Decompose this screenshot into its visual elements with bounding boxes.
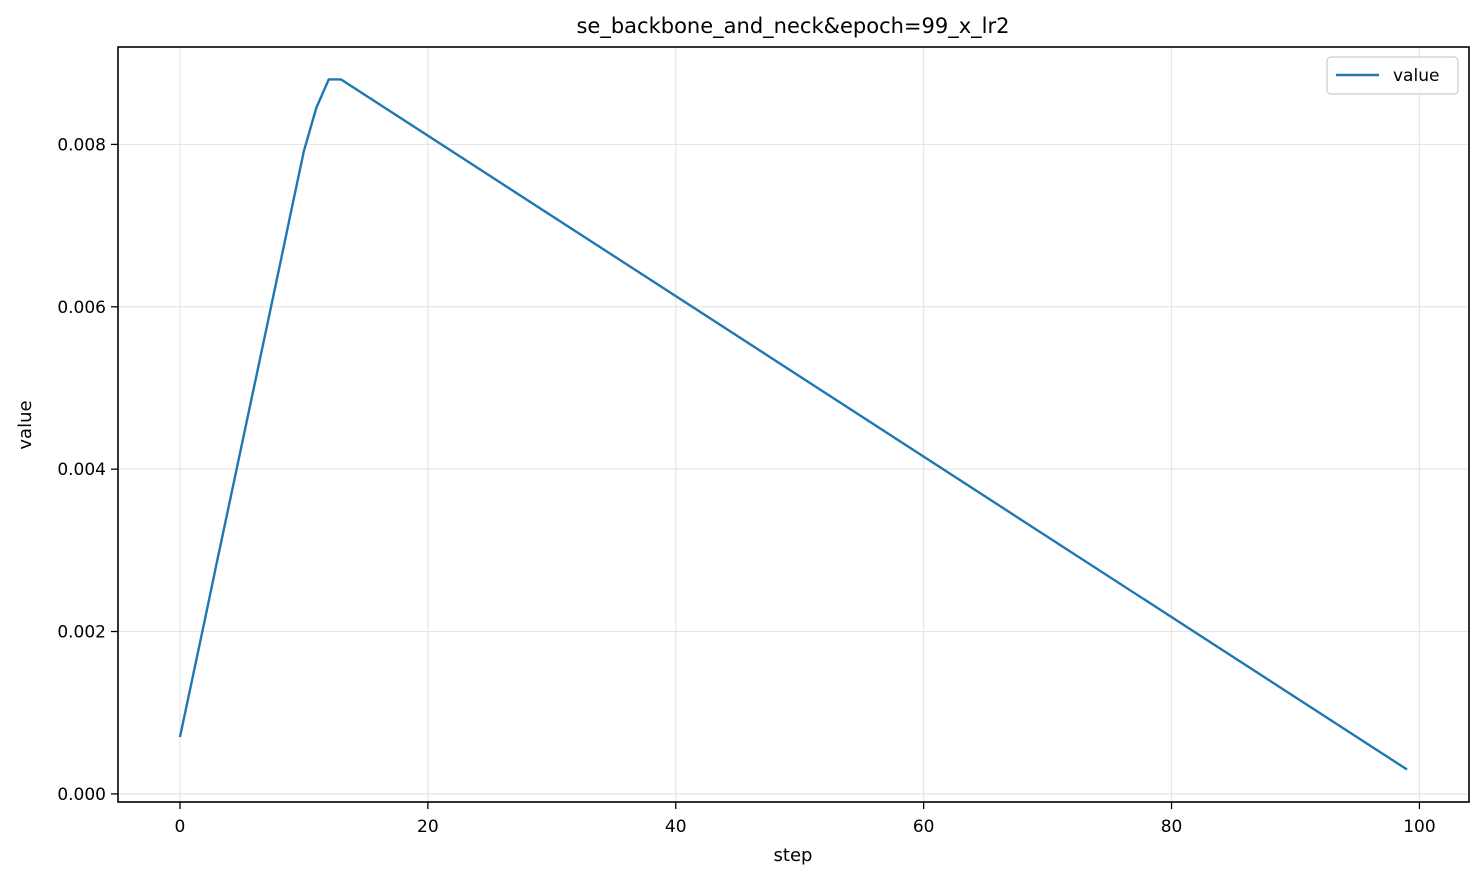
- x-tick-label: 0: [175, 817, 186, 837]
- x-tick-label: 40: [665, 817, 687, 837]
- legend-label: value: [1393, 66, 1439, 86]
- series-layer: [178, 78, 1408, 771]
- y-tick-label: 0.002: [57, 623, 106, 643]
- y-axis-label: value: [15, 400, 36, 449]
- x-axis-label: step: [774, 845, 813, 866]
- plot-frame: [117, 46, 1470, 803]
- y-tick-label: 0.006: [57, 298, 106, 318]
- legend: value: [1326, 56, 1459, 95]
- chart-title: se_backbone_and_neck&epoch=99_x_lr2: [576, 14, 1009, 39]
- y-tick-label: 0.004: [57, 460, 106, 480]
- y-tick-label: 0.008: [57, 135, 106, 155]
- y-tick-label: 0.000: [57, 785, 106, 805]
- series-line-value: [178, 78, 1408, 771]
- x-tick-label: 100: [1403, 817, 1435, 837]
- ticks: 0 20 40 60 80 100 0.000 0.002 0.004 0.006 0.008: [57, 135, 1435, 837]
- x-tick-label: 20: [417, 817, 439, 837]
- grid: [118, 47, 1469, 802]
- x-tick-label: 80: [1161, 817, 1183, 837]
- x-tick-label: 60: [913, 817, 935, 837]
- legend-box: [1326, 56, 1459, 95]
